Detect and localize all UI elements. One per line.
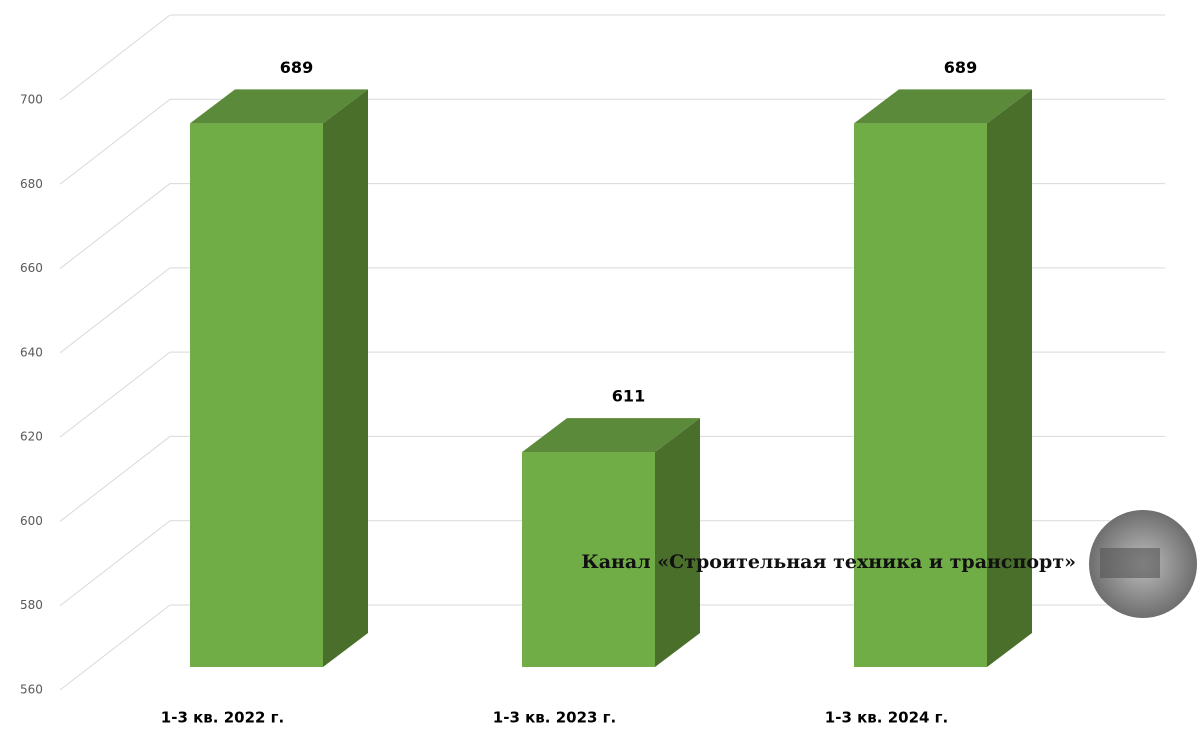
y-tick-label: 600 <box>20 514 43 528</box>
y-tick-label: 640 <box>20 345 43 359</box>
x-tick-label: 1-3 кв. 2023 г. <box>493 709 616 727</box>
grid-line-depth <box>59 520 171 607</box>
bar-side <box>323 89 368 668</box>
x-tick-label: 1-3 кв. 2024 г. <box>825 709 948 727</box>
value-label: 689 <box>280 58 313 77</box>
grid-line-depth <box>59 267 171 354</box>
logo-vehicle <box>1100 548 1160 578</box>
value-label: 689 <box>944 58 977 77</box>
y-tick-label: 620 <box>20 430 43 444</box>
y-tick-label: 560 <box>20 683 43 697</box>
grid-line-depth <box>59 604 171 691</box>
bars: 1-3 кв. 2022 г. 689 1-3 кв. 2023 г. 611 1-3 … <box>161 58 1032 727</box>
bar <box>854 123 987 668</box>
y-tick-label: 700 <box>20 93 43 107</box>
y-tick-label: 660 <box>20 261 43 275</box>
bar <box>522 452 655 667</box>
y-tick-label: 680 <box>20 177 43 191</box>
watermark: Канал «Строительная техника и транспорт» <box>581 551 1076 573</box>
grid-line-depth <box>59 98 171 185</box>
y-tick-label: 580 <box>20 598 43 612</box>
bar <box>190 123 323 668</box>
bar-top <box>854 89 1032 124</box>
bar-top <box>190 89 368 124</box>
bar-side <box>987 89 1032 668</box>
grid-line-depth <box>59 14 171 101</box>
value-label: 611 <box>612 387 645 406</box>
grid-line-depth <box>59 436 171 522</box>
bar-side <box>655 418 700 667</box>
grid-line-depth <box>59 351 171 438</box>
grid-line-depth <box>59 183 171 269</box>
x-tick-label: 1-3 кв. 2022 г. <box>161 709 284 727</box>
bar-top <box>522 418 700 453</box>
